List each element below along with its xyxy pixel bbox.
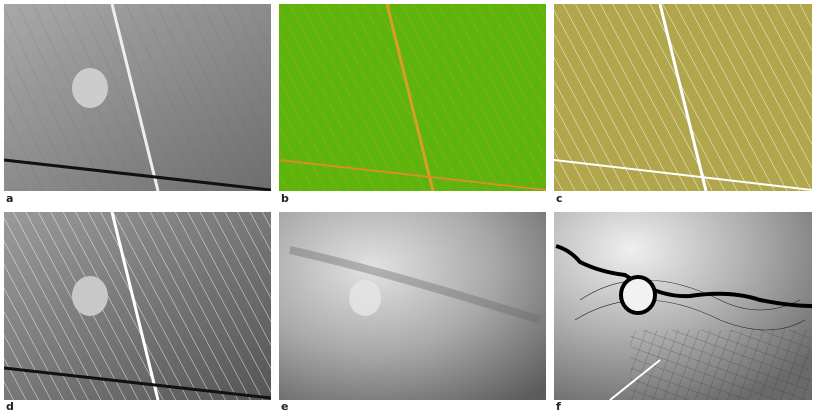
panel-label: d bbox=[6, 400, 14, 413]
panel-d-image bbox=[4, 212, 271, 400]
panel-label: a bbox=[6, 192, 13, 205]
panel-a-image bbox=[4, 4, 271, 191]
figure: a b c d e f bbox=[0, 0, 814, 414]
panel-f-image bbox=[554, 212, 812, 400]
panel-b-image bbox=[279, 4, 546, 191]
panel-label: b bbox=[281, 192, 289, 205]
page: a b c d e f (() => { const data = JSON.p… bbox=[0, 0, 814, 414]
panel-e-image bbox=[279, 212, 546, 400]
panel-c-image bbox=[554, 4, 812, 191]
panel-label: e bbox=[281, 400, 288, 413]
panel-label: c bbox=[556, 192, 563, 205]
panel-label: f bbox=[556, 400, 561, 413]
